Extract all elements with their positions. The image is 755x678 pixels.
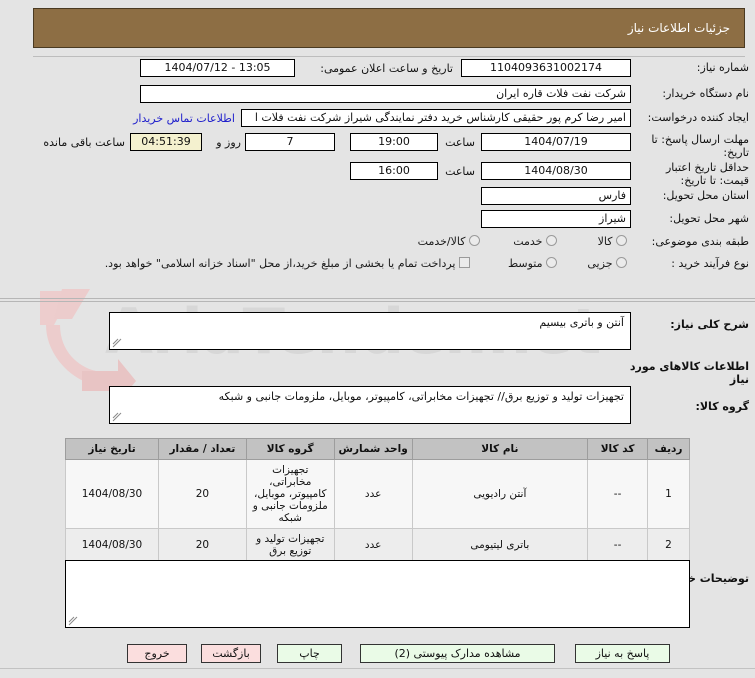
price-validity-hour-label: ساعت (445, 165, 475, 178)
province-label: استان محل تحویل: (662, 189, 749, 202)
cell-radif: 2 (647, 528, 690, 562)
radio-motevaset-icon[interactable] (546, 257, 557, 268)
resize-grip-icon[interactable] (68, 616, 78, 626)
treasury-checkbox-group[interactable]: پرداخت تمام یا بخشی از مبلغ خرید،از محل … (105, 257, 470, 271)
price-validity-hour-field[interactable]: 16:00 (350, 162, 438, 180)
need-details-form: شماره نیاز: 1104093631002174 تاریخ و ساع… (0, 58, 755, 276)
remaining-time-countdown: 04:51:39 (130, 133, 202, 151)
deadline-hour-label: ساعت (445, 136, 475, 149)
need-number-label: شماره نیاز: (696, 61, 749, 74)
remaining-days-field: 7 (245, 133, 335, 151)
radio-khedmat-label: خدمت (513, 235, 543, 248)
cell-date: 1404/08/30 (65, 459, 159, 529)
announce-datetime-label: تاریخ و ساعت اعلان عمومی: (320, 62, 453, 75)
city-field[interactable]: شیراز (481, 210, 631, 228)
radio-option-motevaset[interactable]: متوسط (508, 257, 557, 271)
cell-qty: 20 (157, 528, 247, 562)
buyer-org-label: نام دستگاه خریدار: (662, 87, 749, 100)
section-divider-top (0, 298, 755, 302)
cell-unit: عدد (333, 528, 413, 562)
goods-group-value: تجهیزات تولید و توزیع برق// تجهیزات مخاب… (218, 390, 624, 403)
goods-group-label: گروه کالا: (695, 400, 749, 413)
header-divider (33, 56, 745, 57)
respond-button[interactable]: پاسخ به نیاز (575, 644, 670, 663)
cell-code: -- (587, 528, 649, 562)
deadline-label: مهلت ارسال پاسخ: تا تاریخ: (651, 133, 749, 159)
table-row: 2 -- باتری لیتیومی عدد تجهیزات تولید و توزیع… (65, 528, 690, 562)
remaining-days-label: روز و (216, 136, 241, 149)
col-qty: تعداد / مقدار (157, 438, 247, 460)
col-code: کد کالا (587, 438, 649, 460)
radio-kala-khedmat-icon[interactable] (469, 235, 480, 246)
cell-name: باتری لیتیومی (411, 528, 589, 562)
radio-jozei-label: جزیی (587, 257, 613, 270)
process-type-label: نوع فرآیند خرید : (671, 257, 749, 270)
creator-field[interactable]: امیر رضا کرم پور حقیقی کارشناس خرید دفتر… (241, 109, 631, 127)
radio-kala-label: کالا (597, 235, 613, 248)
cell-group: تجهیزات تولید و توزیع برق (245, 528, 335, 562)
category-label: طبقه بندی موضوعی: (651, 235, 749, 248)
need-desc-label: شرح کلی نیاز: (670, 318, 749, 331)
radio-option-khedmat[interactable]: خدمت (513, 235, 557, 249)
cell-date: 1404/08/30 (65, 528, 159, 562)
buyer-org-field[interactable]: شرکت نفت فلات قاره ایران (140, 85, 631, 103)
radio-kala-khedmat-label: کالا/خدمت (417, 235, 466, 248)
table-body: 1 -- آنتن رادیویی عدد تجهیزات مخابراتی، کامپ… (65, 459, 690, 562)
buyer-notes-textarea[interactable] (65, 560, 690, 628)
cell-radif: 1 (647, 459, 690, 529)
city-label: شهر محل تحویل: (669, 212, 749, 225)
radio-kala-icon[interactable] (616, 235, 627, 246)
cell-group: تجهیزات مخابراتی، کامپیوتر، موبایل، ملزو… (245, 459, 335, 529)
col-unit: واحد شمارش (333, 438, 413, 460)
radio-option-kala-khedmat[interactable]: کالا/خدمت (418, 235, 480, 249)
treasury-note-label: پرداخت تمام یا بخشی از مبلغ خرید،از محل … (104, 257, 456, 270)
footer-divider (0, 668, 755, 669)
attachments-button[interactable]: مشاهده مدارک پیوستی (2) (360, 644, 555, 663)
resize-grip-icon[interactable] (112, 338, 122, 348)
price-validity-label: حداقل تاریخ اعتبار قیمت: تا تاریخ: (665, 161, 749, 187)
price-validity-date-field[interactable]: 1404/08/30 (481, 162, 631, 180)
window-title-bar: جزئیات اطلاعات نیاز (33, 8, 745, 48)
resize-grip-icon[interactable] (112, 412, 122, 422)
treasury-checkbox-icon[interactable] (459, 257, 470, 268)
col-radif: ردیف (647, 438, 690, 460)
deadline-date-field[interactable]: 1404/07/19 (481, 133, 631, 151)
remaining-time-label: ساعت باقی مانده (43, 136, 125, 149)
radio-khedmat-icon[interactable] (546, 235, 557, 246)
radio-jozei-icon[interactable] (616, 257, 627, 268)
col-name: نام کالا (411, 438, 589, 460)
col-date: تاریخ نیاز (65, 438, 159, 460)
col-group: گروه کالا (245, 438, 335, 460)
goods-group-textarea[interactable]: تجهیزات تولید و توزیع برق// تجهیزات مخاب… (109, 386, 631, 424)
goods-info-section-title: اطلاعات کالاهای مورد نیاز (629, 360, 749, 386)
need-desc-textarea[interactable]: آنتن و باتری بیسیم (109, 312, 631, 350)
buyer-contact-link[interactable]: اطلاعات تماس خریدار (133, 112, 235, 125)
radio-option-jozei[interactable]: جزیی (587, 257, 627, 271)
back-button[interactable]: بازگشت (201, 644, 261, 663)
cell-qty: 20 (157, 459, 247, 529)
announce-datetime-field[interactable]: 13:05 - 1404/07/12 (140, 59, 295, 77)
need-number-field[interactable]: 1104093631002174 (461, 59, 631, 77)
print-button[interactable]: چاپ (277, 644, 342, 663)
radio-motevaset-label: متوسط (507, 257, 543, 270)
table-row: 1 -- آنتن رادیویی عدد تجهیزات مخابراتی، کامپ… (65, 459, 690, 529)
table-header-row: ردیف کد کالا نام کالا واحد شمارش گروه کا… (65, 438, 690, 460)
deadline-hour-field[interactable]: 19:00 (350, 133, 438, 151)
creator-label: ایجاد کننده درخواست: (647, 111, 749, 124)
radio-option-kala[interactable]: کالا (598, 235, 627, 249)
action-button-bar: پاسخ به نیاز مشاهده مدارک پیوستی (2) چاپ… (0, 640, 755, 670)
exit-button[interactable]: خروج (127, 644, 187, 663)
province-field[interactable]: فارس (481, 187, 631, 205)
need-desc-value: آنتن و باتری بیسیم (539, 316, 624, 329)
cell-code: -- (587, 459, 649, 529)
page-title: جزئیات اطلاعات نیاز (627, 21, 730, 35)
goods-table: ردیف کد کالا نام کالا واحد شمارش گروه کا… (65, 438, 690, 562)
cell-unit: عدد (333, 459, 413, 529)
cell-name: آنتن رادیویی (411, 459, 589, 529)
